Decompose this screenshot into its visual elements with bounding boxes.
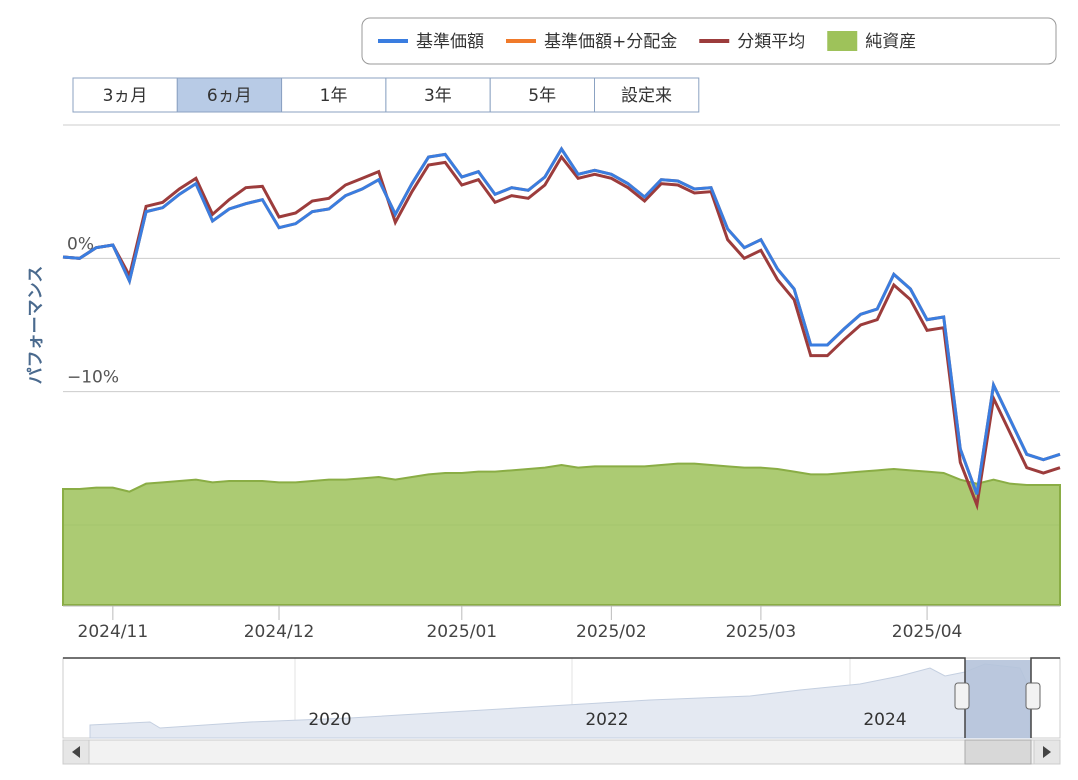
y-axis-label: パフォーマンス [26, 266, 46, 385]
scrollbar [62, 739, 1061, 765]
legend-swatch [827, 31, 858, 51]
range-button-label: 3ヵ月 [103, 86, 148, 106]
x-tick-label: 2025/02 [576, 622, 647, 642]
range-button[interactable] [489, 77, 596, 113]
x-tick-label: 2024/11 [78, 622, 149, 642]
navigator-label: 2020 [308, 710, 351, 730]
range-button[interactable] [385, 77, 491, 113]
y-tick-label: 0% [67, 234, 94, 254]
line [62, 146, 1061, 495]
navigator-label: 2024 [863, 710, 906, 730]
range-button-label: 3年 [424, 86, 452, 106]
legend: 基準価額 基準価額+分配金 分類平均 純資産 [378, 31, 916, 52]
range-button[interactable] [594, 77, 700, 113]
plot: 0% −10% 2024/11 2024/12 2025/01 2025/02 2025/0… [62, 146, 1061, 642]
arrow [1043, 746, 1051, 758]
arrow [72, 746, 80, 758]
x-tick-label: 2024/12 [244, 622, 315, 642]
legend-label: 純資産 [865, 32, 916, 52]
legend-label: 分類平均 [737, 32, 805, 52]
scroll-right[interactable] [1033, 739, 1061, 765]
navigator: 2020 2022 2024 [62, 657, 1061, 765]
line [62, 146, 1061, 495]
range-button-label: 設定来 [621, 86, 672, 106]
line [62, 154, 1061, 511]
y-tick-label: −10% [67, 368, 119, 388]
legend-label: 基準価額+分配金 [544, 32, 677, 52]
area [62, 462, 1061, 606]
range-button-label: 6ヵ月 [207, 86, 252, 106]
navigator-handle[interactable] [954, 682, 970, 710]
navigator-handle[interactable] [1025, 682, 1041, 710]
scroll-thumb[interactable] [964, 739, 1032, 765]
x-tick-label: 2025/04 [892, 622, 963, 642]
navigator-labels: 2020 2022 2024 [308, 710, 906, 730]
navigator-label: 2022 [585, 710, 628, 730]
range-button-label: 5年 [528, 86, 556, 106]
legend-label: 基準価額 [416, 32, 484, 52]
x-tick-label: 2025/01 [426, 622, 497, 642]
navigator-selection[interactable] [965, 660, 1031, 738]
navigator-outline [63, 657, 1060, 738]
x-tick-label: 2025/03 [726, 622, 797, 642]
range-button[interactable] [72, 77, 178, 113]
range-button-label: 1年 [320, 86, 348, 106]
range-buttons: 3ヵ月 6ヵ月 1年 3年 5年 設定来 [72, 77, 700, 113]
